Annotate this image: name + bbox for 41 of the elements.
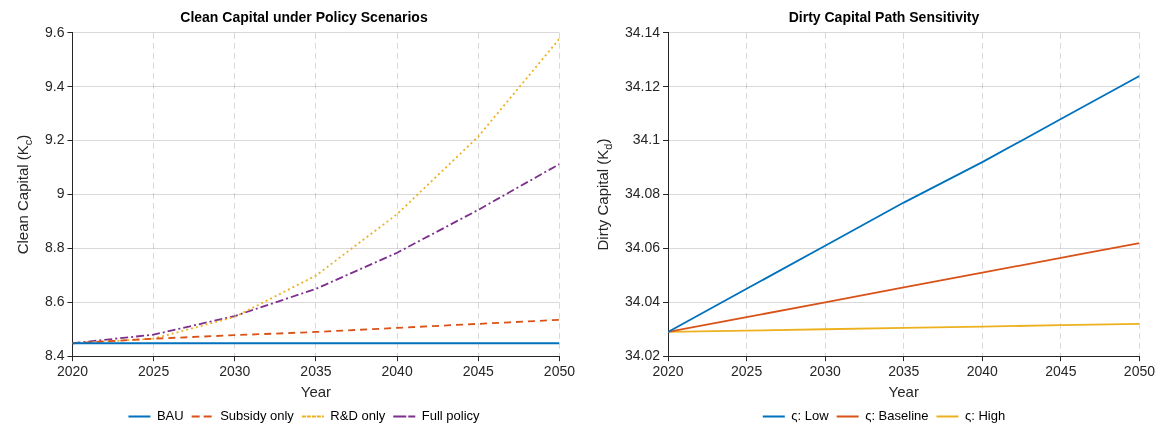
x-tick-label: 2040 — [966, 363, 999, 380]
y-tick-label: 34.1 — [632, 131, 661, 148]
y-tick-label: 8.6 — [44, 293, 65, 310]
x-tick-label: 2025 — [731, 363, 763, 380]
legend-label: ς: High — [964, 408, 1006, 424]
x-tick-label: 2035 — [888, 363, 920, 380]
y-tick-label: 34.12 — [624, 77, 661, 94]
legend-label: BAU — [156, 408, 184, 424]
y-tick-label: 34.06 — [624, 239, 661, 256]
x-tick-label: 2050 — [543, 363, 576, 380]
y-tick-label: 9.2 — [44, 131, 65, 148]
legend-label: Full policy — [421, 408, 481, 424]
x-tick-label: 2020 — [652, 363, 684, 380]
x-tick-label: 2050 — [1123, 363, 1156, 380]
chart-title: Dirty Capital Path Sensitivity — [788, 9, 980, 26]
y-tick-label: 9 — [56, 185, 65, 202]
x-tick-label: 2035 — [300, 363, 332, 380]
y-tick-label: 34.08 — [624, 185, 661, 202]
y-tick-label: 9.6 — [44, 23, 65, 40]
x-tick-label: 2045 — [1045, 363, 1077, 380]
y-axis-title: Dirty Capital (Kd) — [594, 138, 615, 251]
x-tick-label: 2030 — [219, 363, 251, 380]
legend-label: R&D only — [330, 408, 386, 424]
legend-label: ς: Low — [791, 408, 830, 424]
chart-title: Clean Capital under Policy Scenarios — [180, 9, 428, 26]
x-axis-title: Year — [300, 383, 332, 401]
x-axis-title: Year — [888, 383, 919, 401]
y-tick-label: 8.4 — [44, 347, 65, 364]
x-tick-label: 2020 — [56, 363, 89, 380]
x-tick-label: 2030 — [809, 363, 841, 380]
y-tick-label: 34.14 — [624, 23, 661, 40]
y-tick-label: 8.8 — [44, 239, 65, 256]
y-tick-label: 34.02 — [624, 347, 661, 364]
y-tick-label: 34.04 — [624, 293, 661, 310]
legend-label: Subsidy only — [220, 408, 295, 424]
y-tick-label: 9.4 — [44, 77, 65, 94]
x-tick-label: 2045 — [462, 363, 495, 380]
x-tick-label: 2040 — [381, 363, 413, 380]
x-tick-label: 2025 — [138, 363, 170, 380]
legend-label: ς: Baseline — [865, 408, 929, 424]
y-axis-title: Clean Capital (Kc) — [14, 134, 35, 255]
